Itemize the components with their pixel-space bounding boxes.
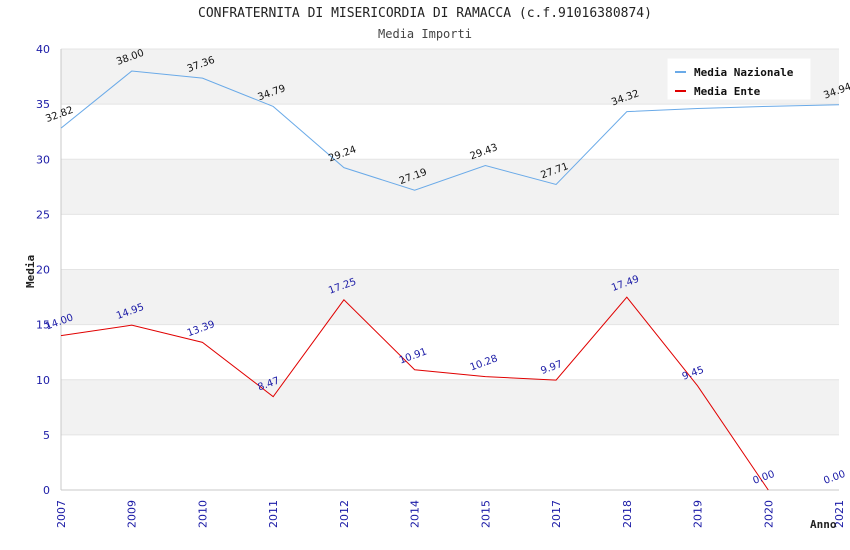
legend: Media Nazionale Media Ente: [667, 58, 811, 100]
y-tick-label: 15: [36, 319, 50, 332]
y-tick-label: 5: [43, 429, 50, 442]
x-tick-label: 2015: [479, 500, 492, 528]
x-tick-label: 2009: [126, 500, 139, 528]
x-tick-label: 2010: [196, 500, 209, 528]
x-axis-label: Anno: [810, 518, 837, 531]
series-line-media-ente: [60, 296, 769, 491]
grid-band: [61, 159, 839, 215]
data-label: 10.91: [398, 346, 429, 366]
y-tick-label: 30: [36, 153, 50, 166]
legend-label: Media Ente: [694, 85, 761, 98]
x-tick-label: 2018: [621, 500, 634, 528]
grid-bands: [61, 48, 839, 491]
chart-subtitle: Media Importi: [378, 27, 472, 41]
data-label: 10.28: [469, 353, 500, 373]
chart-title: CONFRATERNITA DI MISERICORDIA DI RAMACCA…: [198, 6, 652, 21]
y-tick-label: 10: [36, 374, 50, 387]
series-line-media-nazionale: [60, 70, 840, 191]
x-tick-label: 2017: [550, 500, 563, 528]
legend-label: Media Nazionale: [694, 66, 794, 79]
y-tick-label: 20: [36, 264, 50, 277]
y-tick-label: 40: [36, 43, 50, 56]
y-tick-label: 25: [36, 208, 50, 221]
series-lines: [60, 70, 840, 491]
data-label: 14.00: [44, 312, 75, 332]
x-tick-label: 2007: [55, 500, 68, 528]
data-label: 0.00: [822, 469, 847, 487]
y-tick-label: 35: [36, 98, 50, 111]
x-tick-label: 2012: [338, 500, 351, 528]
x-tick-label: 2014: [409, 500, 422, 528]
x-tick-label: 2021: [833, 500, 846, 528]
y-tick-label: 0: [43, 484, 50, 497]
grid-band: [61, 269, 839, 325]
grid-band: [61, 379, 839, 435]
x-tick-labels: 2007 2009 2010 2011 2012 2014 2015 2017 2018 2019…: [55, 500, 846, 528]
data-label: 9.97: [539, 359, 564, 377]
x-tick-label: 2020: [762, 500, 775, 528]
x-tick-label: 2019: [692, 500, 705, 528]
y-axis-label: Media: [24, 255, 37, 288]
legend-box: [667, 58, 811, 100]
y-tick-labels: 0 5 10 15 20 25 30 35 40: [36, 43, 50, 497]
axes: [60, 49, 839, 491]
x-tick-label: 2011: [267, 500, 280, 528]
